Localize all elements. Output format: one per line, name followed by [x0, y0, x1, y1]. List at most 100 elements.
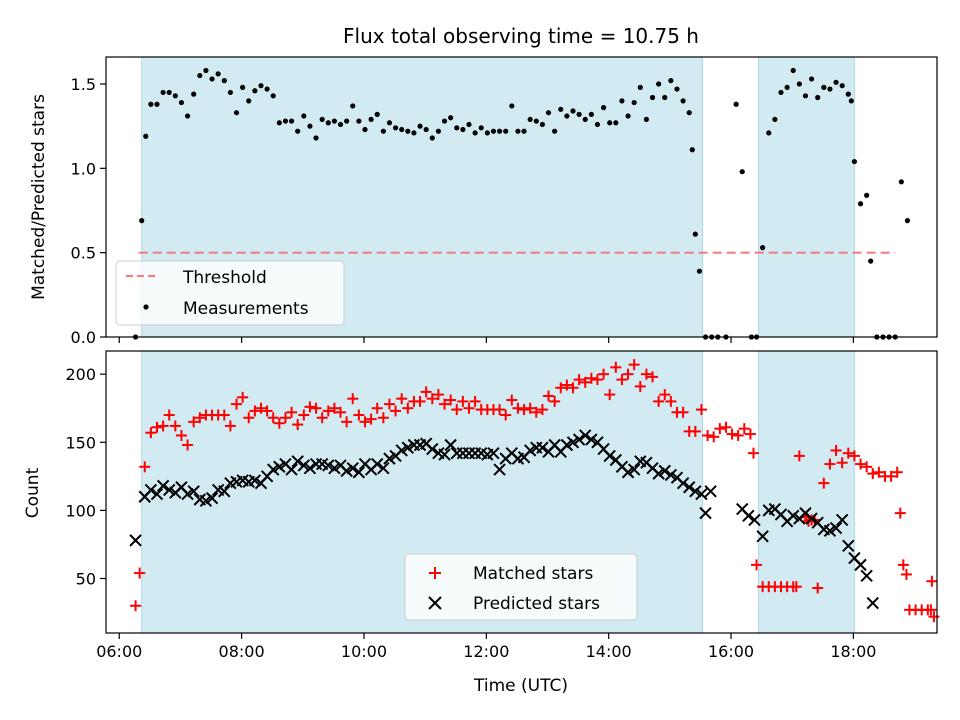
- data-point: [328, 402, 340, 414]
- data-point: [160, 89, 166, 96]
- data-point: [821, 84, 827, 90]
- data-point: [640, 368, 652, 380]
- data-point: [518, 404, 530, 416]
- data-point: [714, 423, 726, 435]
- data-point: [285, 463, 298, 476]
- data-point: [191, 91, 197, 97]
- data-point: [224, 420, 236, 432]
- data-point: [240, 84, 246, 90]
- data-point: [371, 402, 383, 414]
- data-point: [867, 468, 879, 480]
- data-point: [487, 446, 500, 460]
- data-point: [322, 459, 335, 472]
- data-point: [658, 464, 671, 478]
- data-point: [374, 111, 380, 117]
- predicted-stars-series: [129, 429, 879, 610]
- data-point: [845, 91, 851, 97]
- data-point: [359, 416, 371, 428]
- data-point: [472, 130, 478, 136]
- data-point: [383, 398, 395, 410]
- data-point: [303, 461, 317, 475]
- data-point: [827, 86, 833, 92]
- data-point: [739, 169, 745, 175]
- data-point: [561, 379, 573, 391]
- data-point: [854, 558, 867, 572]
- data-point: [793, 450, 805, 462]
- data-point: [156, 479, 170, 493]
- data-point: [610, 361, 622, 373]
- data-point: [699, 506, 712, 520]
- data-point: [276, 120, 282, 126]
- data-point: [350, 103, 356, 109]
- data-point: [371, 457, 384, 471]
- data-point: [512, 402, 524, 414]
- data-point: [380, 128, 386, 134]
- matched-stars-legend-swatch: [429, 567, 441, 579]
- data-point: [237, 391, 249, 403]
- data-point: [695, 487, 708, 501]
- predicted-stars-legend-swatch: [428, 596, 442, 610]
- data-point: [304, 401, 316, 413]
- bottom-y-tick-label: 150: [65, 433, 96, 452]
- data-point: [395, 444, 408, 457]
- data-point: [619, 98, 625, 104]
- data-point: [570, 108, 576, 114]
- data-point: [665, 395, 677, 407]
- data-point: [900, 568, 912, 580]
- data-point: [392, 125, 399, 131]
- data-point: [340, 464, 353, 478]
- data-point: [521, 128, 527, 134]
- bottom-x-tick-label: 12:00: [463, 642, 509, 661]
- data-point: [337, 121, 344, 128]
- data-point: [857, 201, 864, 207]
- data-point: [643, 116, 650, 123]
- data-point: [377, 412, 389, 424]
- data-point: [432, 389, 444, 401]
- data-point: [808, 76, 815, 82]
- data-point: [704, 485, 717, 498]
- data-point: [695, 404, 707, 416]
- data-point: [295, 128, 301, 134]
- data-point: [579, 376, 591, 388]
- top-legend-box: [115, 260, 345, 326]
- data-point: [205, 491, 219, 505]
- data-point: [157, 420, 169, 432]
- data-point: [600, 105, 607, 111]
- data-point: [564, 113, 570, 119]
- data-point: [267, 412, 279, 424]
- data-point: [579, 429, 592, 442]
- data-point: [790, 581, 802, 593]
- data-point: [855, 458, 867, 470]
- data-point: [203, 67, 209, 74]
- data-point: [787, 509, 800, 523]
- data-point: [656, 81, 662, 87]
- data-point: [390, 405, 402, 417]
- data-point: [144, 483, 158, 497]
- top-y-tick-label: 0.0: [71, 328, 96, 347]
- data-point: [478, 125, 484, 131]
- data-point: [460, 126, 466, 133]
- data-point: [484, 130, 490, 136]
- data-point: [429, 135, 435, 141]
- data-point: [291, 455, 304, 468]
- bottom-y-axis-label: Count: [23, 467, 43, 518]
- data-point: [647, 371, 659, 383]
- top-y-tick-label: 1.5: [71, 75, 96, 94]
- data-point: [627, 463, 641, 476]
- data-point: [399, 126, 405, 133]
- data-point: [523, 444, 537, 457]
- data-point: [209, 76, 215, 82]
- data-point: [444, 438, 457, 452]
- data-point: [307, 123, 313, 129]
- data-point: [401, 441, 415, 454]
- data-point: [756, 530, 769, 543]
- data-point: [778, 89, 784, 96]
- data-point: [585, 433, 598, 446]
- data-point: [842, 447, 854, 459]
- top-legend: Threshold Measurements: [115, 260, 345, 326]
- data-point: [720, 421, 732, 433]
- data-point: [676, 476, 690, 490]
- data-point: [802, 93, 809, 99]
- data-point: [545, 110, 552, 116]
- data-point: [652, 467, 665, 480]
